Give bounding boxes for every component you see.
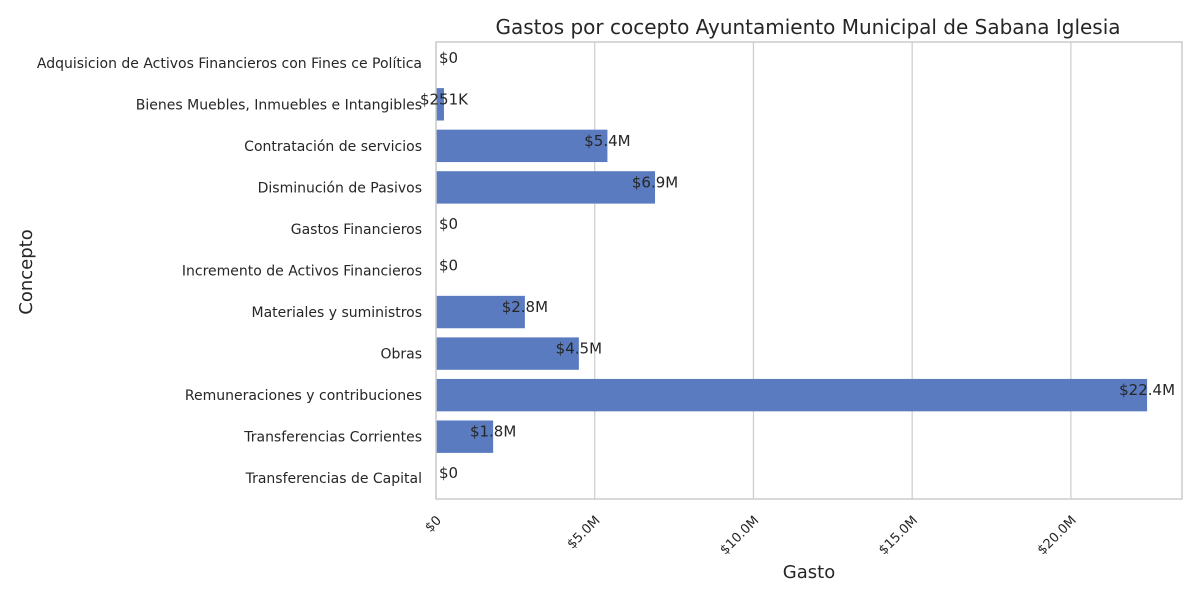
y-tick-label: Incremento de Activos Financieros [182, 264, 422, 280]
data-label: $5.4M [584, 132, 630, 150]
y-tick-label: Gastos Financieros [291, 222, 422, 238]
bar [436, 420, 494, 453]
bar [436, 337, 579, 370]
data-label: $0 [439, 257, 458, 275]
x-tick-label: $15.0M [876, 513, 921, 558]
data-label: $1.8M [470, 423, 516, 441]
x-tick-label: $20.0M [1035, 513, 1080, 558]
y-tick-label: Disminución de Pasivos [258, 180, 422, 196]
data-label: $22.4M [1119, 381, 1175, 399]
y-tick-labels: Adquisicion de Activos Financieros con F… [37, 56, 422, 487]
bar [436, 88, 444, 121]
bar [436, 378, 1148, 412]
bars [436, 88, 1148, 453]
bar [436, 295, 525, 329]
y-tick-label: Bienes Muebles, Inmuebles e Intangibles [136, 97, 422, 113]
x-tick-labels: $0 $5.0M $10.0M $15.0M $20.0M [423, 513, 1080, 558]
y-tick-label: Contratación de servicios [244, 139, 422, 155]
y-tick-label: Adquisicion de Activos Financieros con F… [37, 56, 422, 72]
y-tick-label: Materiales y suministros [251, 305, 422, 321]
data-label: $0 [439, 464, 458, 482]
chart-title: Gastos por cocepto Ayuntamiento Municipa… [495, 15, 1120, 39]
x-tick-label: $0 [423, 513, 445, 535]
x-tick-label: $10.0M [717, 513, 762, 558]
data-label: $0 [439, 49, 458, 67]
y-axis-title: Concepto [16, 229, 37, 314]
data-labels: $0 $251K $5.4M $6.9M $0 $0 $2.8M $4.5M $22.4M $1.… [420, 49, 1175, 482]
x-tick-label: $5.0M [565, 513, 604, 552]
data-label: $6.9M [632, 173, 678, 191]
data-label: $0 [439, 215, 458, 233]
y-tick-label: Transferencias Corrientes [243, 430, 422, 446]
bar [436, 171, 656, 204]
y-tick-label: Obras [380, 347, 422, 363]
y-tick-label: Remuneraciones y contribuciones [185, 388, 422, 404]
x-axis-title: Gasto [783, 562, 835, 583]
y-tick-label: Transferencias de Capital [245, 471, 422, 487]
data-label: $251K [420, 90, 469, 108]
bar [436, 129, 608, 163]
data-label: $2.8M [502, 298, 548, 316]
gridlines [435, 42, 1072, 499]
data-label: $4.5M [556, 340, 602, 358]
plot-frame [435, 41, 1183, 500]
